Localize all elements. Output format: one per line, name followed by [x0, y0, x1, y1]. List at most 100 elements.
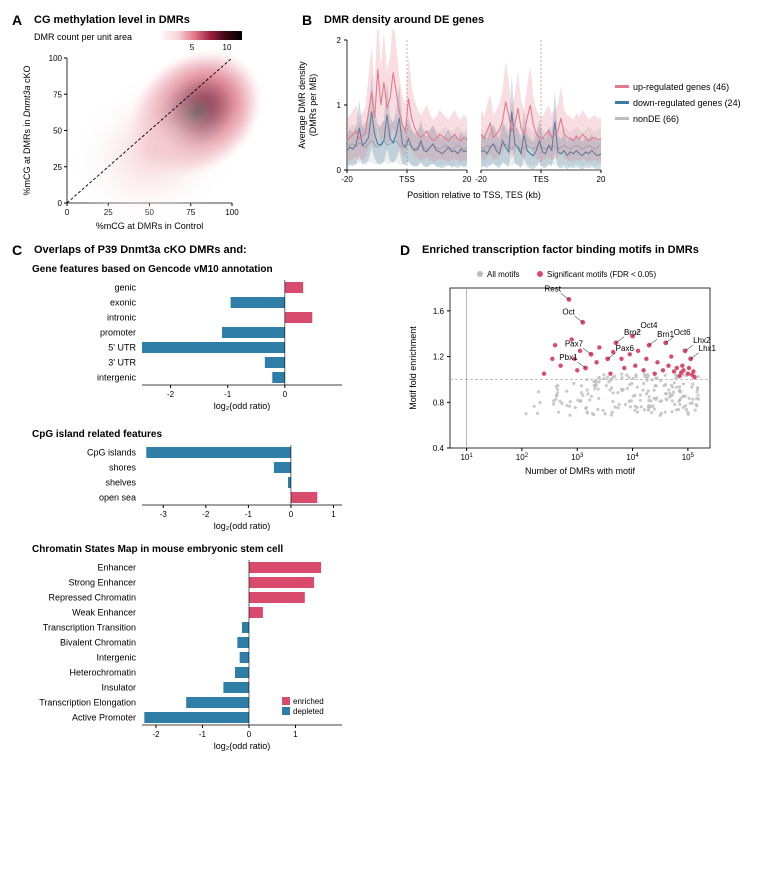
svg-text:1: 1 — [293, 730, 298, 739]
panel-d-svg: 0.40.81.21.6101102103104105Number of DMR… — [400, 262, 750, 492]
svg-text:Significant motifs (FDR < 0.05: Significant motifs (FDR < 0.05) — [547, 270, 656, 279]
svg-text:0.4: 0.4 — [433, 444, 445, 453]
svg-text:Insulator: Insulator — [101, 683, 136, 693]
svg-text:75: 75 — [53, 90, 62, 99]
svg-text:-2: -2 — [152, 730, 160, 739]
svg-text:intergenic: intergenic — [97, 373, 137, 383]
svg-text:Active Promoter: Active Promoter — [72, 713, 136, 723]
svg-text:Oct: Oct — [562, 307, 575, 316]
svg-text:Gene features based on Gencode: Gene features based on Gencode vM10 anno… — [32, 264, 273, 275]
svg-text:Brn1: Brn1 — [657, 330, 674, 339]
svg-text:20: 20 — [463, 175, 472, 184]
svg-text:down-regulated genes (24): down-regulated genes (24) — [633, 98, 741, 108]
svg-text:nonDE (66): nonDE (66) — [633, 114, 679, 124]
svg-text:TSS: TSS — [399, 175, 415, 184]
svg-text:Transcription Elongation: Transcription Elongation — [39, 698, 136, 708]
svg-text:Number of DMRs with motif: Number of DMRs with motif — [525, 466, 636, 476]
svg-text:log₂(odd ratio): log₂(odd ratio) — [214, 521, 271, 531]
svg-text:-2: -2 — [202, 510, 210, 519]
svg-text:1: 1 — [331, 510, 336, 519]
svg-text:-3: -3 — [160, 510, 168, 519]
svg-text:-2: -2 — [167, 390, 175, 399]
panel-c-sub3: Chromatin States Map in mouse embryonic … — [12, 542, 382, 797]
svg-text:shelves: shelves — [105, 478, 136, 488]
svg-text:Enhancer: Enhancer — [97, 563, 136, 573]
svg-text:enriched: enriched — [293, 697, 324, 706]
svg-text:100: 100 — [225, 208, 239, 217]
svg-text:0: 0 — [289, 510, 294, 519]
svg-text:shores: shores — [109, 463, 137, 473]
svg-text:5' UTR: 5' UTR — [108, 343, 136, 353]
panel-b-label: B — [302, 12, 312, 28]
svg-text:-20: -20 — [341, 175, 353, 184]
svg-text:1.6: 1.6 — [433, 307, 445, 316]
svg-text:25: 25 — [53, 163, 62, 172]
svg-text:3' UTR: 3' UTR — [108, 358, 136, 368]
svg-text:0: 0 — [65, 208, 70, 217]
panel-b-svg: 012-20TSS20-20TES20Average DMR density(D… — [292, 30, 752, 230]
svg-text:promoter: promoter — [100, 328, 136, 338]
svg-text:Pax6: Pax6 — [616, 344, 635, 353]
svg-text:intronic: intronic — [107, 313, 137, 323]
svg-text:Oct6: Oct6 — [674, 328, 691, 337]
svg-text:log₂(odd ratio): log₂(odd ratio) — [214, 401, 271, 411]
svg-text:up-regulated genes (46): up-regulated genes (46) — [633, 82, 729, 92]
svg-text:Motif fold enrichment: Motif fold enrichment — [408, 326, 418, 410]
svg-text:Average DMR density(DMRs per M: Average DMR density(DMRs per MB) — [297, 61, 318, 149]
svg-text:-1: -1 — [224, 390, 232, 399]
svg-text:log₂(odd ratio): log₂(odd ratio) — [214, 741, 271, 751]
panel-b-title: DMR density around DE genes — [324, 14, 484, 26]
figure-root: A CG methylation level in DMRs DMR count… — [12, 12, 751, 812]
svg-text:Pbx1: Pbx1 — [559, 353, 578, 362]
svg-text:102: 102 — [516, 453, 529, 462]
svg-text:open sea: open sea — [99, 493, 136, 503]
svg-text:CpG island related features: CpG island related features — [32, 429, 162, 440]
svg-text:All motifs: All motifs — [487, 270, 519, 279]
svg-text:depleted: depleted — [293, 707, 324, 716]
panel-a-title: CG methylation level in DMRs — [34, 14, 190, 26]
panel-c-label: C — [12, 242, 22, 258]
svg-text:Intergenic: Intergenic — [96, 653, 136, 663]
svg-text:Bivalent Chromatin: Bivalent Chromatin — [60, 638, 136, 648]
svg-text:Lhx1: Lhx1 — [699, 344, 717, 353]
svg-text:Oct4: Oct4 — [641, 321, 658, 330]
svg-text:100: 100 — [49, 54, 63, 63]
svg-text:Strong Enhancer: Strong Enhancer — [68, 578, 136, 588]
svg-text:0.8: 0.8 — [433, 398, 445, 407]
svg-text:Position relative to TSS, TES: Position relative to TSS, TES (kb) — [407, 190, 541, 200]
panel-a-svg: DMR count per unit area51002550751000255… — [12, 28, 282, 238]
panel-c-sub1: Gene features based on Gencode vM10 anno… — [12, 262, 382, 422]
svg-text:101: 101 — [460, 453, 473, 462]
svg-text:%mCG at DMRs in Dnmt3a cKO: %mCG at DMRs in Dnmt3a cKO — [22, 65, 32, 195]
svg-text:0: 0 — [58, 199, 63, 208]
svg-text:Rest: Rest — [544, 284, 561, 293]
panel-a-label: A — [12, 12, 22, 28]
svg-text:103: 103 — [571, 453, 584, 462]
svg-text:1: 1 — [337, 101, 342, 110]
svg-text:-1: -1 — [199, 730, 207, 739]
svg-text:DMR count per unit area: DMR count per unit area — [34, 32, 132, 42]
svg-text:104: 104 — [626, 453, 639, 462]
svg-text:exonic: exonic — [110, 298, 137, 308]
svg-text:-20: -20 — [475, 175, 487, 184]
svg-text:1.2: 1.2 — [433, 353, 445, 362]
svg-text:2: 2 — [337, 36, 342, 45]
svg-text:-1: -1 — [245, 510, 253, 519]
panel-c-title: Overlaps of P39 Dnmt3a cKO DMRs and: — [34, 244, 247, 256]
svg-text:20: 20 — [597, 175, 606, 184]
svg-text:0: 0 — [283, 390, 288, 399]
panel-c-sub2: CpG island related features CpG islands sh… — [12, 427, 382, 537]
svg-text:0: 0 — [337, 166, 342, 175]
svg-text:Heterochromatin: Heterochromatin — [69, 668, 136, 678]
panel-d-title: Enriched transcription factor binding mo… — [422, 244, 699, 256]
svg-text:CpG islands: CpG islands — [87, 448, 137, 458]
svg-text:Weak Enhancer: Weak Enhancer — [72, 608, 136, 618]
svg-text:Repressed Chromatin: Repressed Chromatin — [48, 593, 136, 603]
svg-text:Pax7: Pax7 — [565, 339, 584, 348]
svg-text:0: 0 — [247, 730, 252, 739]
svg-text:genic: genic — [114, 283, 136, 293]
svg-text:50: 50 — [53, 127, 62, 136]
svg-text:TES: TES — [533, 175, 549, 184]
svg-text:Transcription Transition: Transcription Transition — [43, 623, 136, 633]
svg-text:Chromatin States Map in mouse: Chromatin States Map in mouse embryonic … — [32, 544, 283, 555]
